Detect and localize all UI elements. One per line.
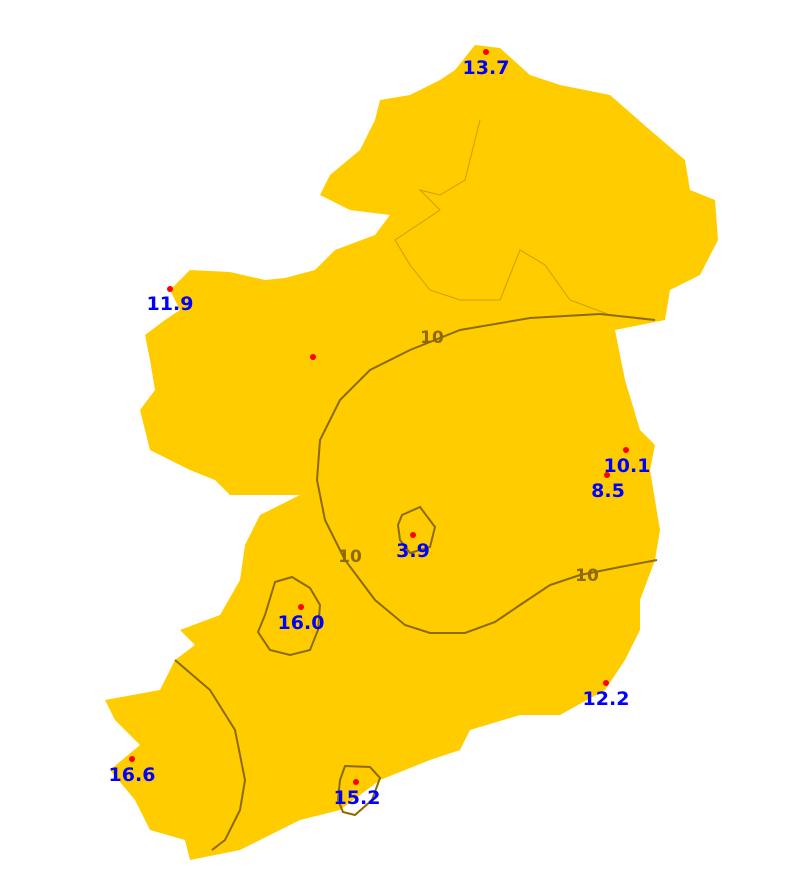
station-marker bbox=[298, 604, 304, 610]
station-marker bbox=[410, 532, 416, 538]
station-value-label: 10.1 bbox=[604, 455, 651, 477]
station-marker bbox=[483, 49, 489, 55]
station-value-label: 13.7 bbox=[463, 57, 510, 79]
station-marker bbox=[310, 354, 316, 360]
station-value-label: 8.5 bbox=[591, 480, 625, 502]
station-value-label: 12.2 bbox=[583, 688, 630, 710]
station-marker bbox=[167, 286, 173, 292]
contour-label: 10 bbox=[575, 566, 599, 586]
stations: 13.7 11.9 10.1 8.5 3.9 16.0 12.2 16.6 15.2 bbox=[109, 49, 651, 809]
station-value-label: 16.0 bbox=[278, 612, 325, 634]
contour-labels: 10 10 10 bbox=[338, 328, 599, 586]
station-value-label: 15.2 bbox=[334, 787, 381, 809]
ni-border-line bbox=[394, 119, 611, 316]
station-marker bbox=[603, 680, 609, 686]
station-value-label: 3.9 bbox=[396, 540, 430, 562]
contour-label: 10 bbox=[338, 547, 362, 567]
contour-label: 10 bbox=[420, 328, 444, 348]
contour-line bbox=[256, 575, 322, 657]
contour-line bbox=[396, 505, 437, 555]
contour-lines bbox=[174, 312, 658, 851]
station-value-label: 16.6 bbox=[109, 764, 156, 786]
contour-line bbox=[174, 659, 247, 851]
station-marker bbox=[129, 756, 135, 762]
station-marker bbox=[353, 779, 359, 785]
ireland-landmass bbox=[105, 45, 718, 860]
station-marker bbox=[604, 472, 610, 478]
contour-line bbox=[315, 312, 658, 634]
station-value-label: 11.9 bbox=[147, 293, 194, 315]
station-marker bbox=[623, 447, 629, 453]
contour-line bbox=[336, 764, 382, 817]
